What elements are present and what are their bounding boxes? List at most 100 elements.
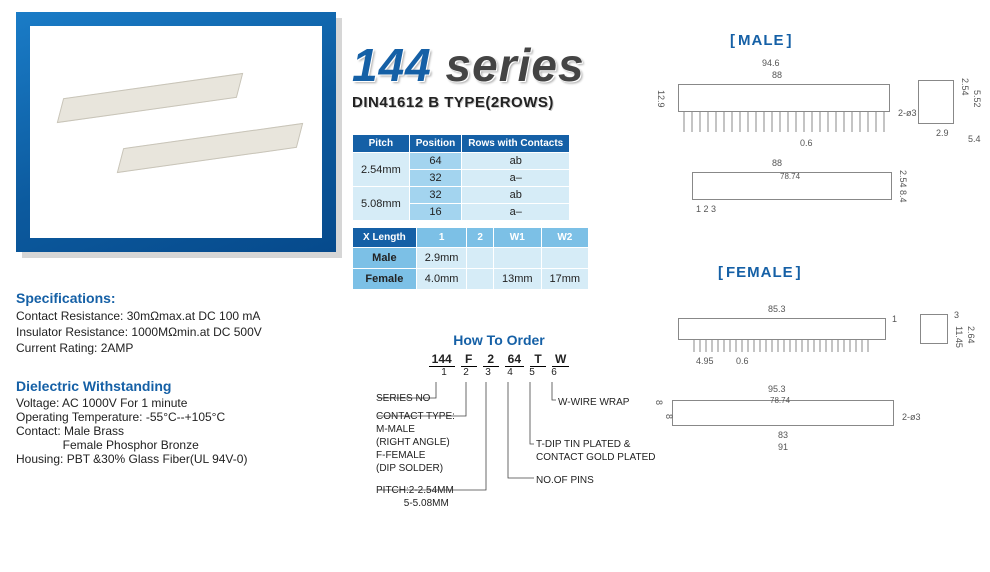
idx-3: 3 bbox=[480, 367, 496, 378]
cell-pos: 16 bbox=[409, 204, 461, 221]
diel-line: Contact: Male Brass bbox=[16, 424, 336, 438]
dim: 0.6 bbox=[736, 356, 749, 366]
dim: 4.95 bbox=[696, 356, 714, 366]
cell: 2.9mm bbox=[416, 248, 467, 269]
dim: 85.3 bbox=[768, 304, 786, 314]
th-1: 1 bbox=[416, 228, 467, 248]
dim: 95.3 bbox=[768, 384, 786, 394]
cell: 4.0mm bbox=[416, 269, 467, 290]
male-end-diagram bbox=[918, 80, 954, 124]
dim: 2.54 bbox=[898, 170, 908, 188]
dim: 91 bbox=[778, 442, 788, 452]
dim: 2-ø3 bbox=[898, 108, 917, 118]
dim: 88 bbox=[772, 158, 782, 168]
idx-6: 6 bbox=[546, 367, 562, 378]
dim: 88 bbox=[772, 70, 782, 80]
th-rows: Rows with Contacts bbox=[462, 135, 570, 153]
male-side-diagram bbox=[678, 84, 890, 112]
dim: 5.52 bbox=[972, 90, 982, 108]
dim: 0.6 bbox=[800, 138, 813, 148]
length-table: X Length 1 2 W1 W2 Male 2.9mm Female 4.0… bbox=[352, 227, 589, 290]
idx-4: 4 bbox=[502, 367, 518, 378]
row-male: Male bbox=[353, 248, 417, 269]
idx-5: 5 bbox=[524, 367, 540, 378]
cell-pos: 32 bbox=[409, 170, 461, 187]
specifications-block: Specifications: Contact Resistance: 30mΩ… bbox=[16, 290, 336, 357]
dim: 2-ø3 bbox=[902, 412, 921, 422]
cell-rc: a– bbox=[462, 204, 570, 221]
male-pins-icon bbox=[678, 108, 890, 136]
title-block: 144 series DIN41612 B TYPE(2ROWS) bbox=[352, 38, 585, 111]
how-to-order: How To Order 144 F 2 64 T W 1 2 3 4 5 6 bbox=[374, 332, 624, 378]
female-side-diagram bbox=[678, 318, 886, 340]
spec-tables: Pitch Position Rows with Contacts 2.54mm… bbox=[352, 134, 589, 290]
diel-line: Operating Temperature: -55°C--+105°C bbox=[16, 410, 336, 424]
section-female: FEMALE bbox=[718, 264, 802, 281]
th-2: 2 bbox=[467, 228, 494, 248]
lbl-pitch: PITCH:2-2.54MM 5-5.08MM bbox=[376, 484, 454, 510]
spec-line: Current Rating: 2AMP bbox=[16, 340, 336, 356]
dim: 8 bbox=[664, 414, 674, 419]
dim: 83 bbox=[778, 430, 788, 440]
product-photo bbox=[30, 26, 322, 238]
female-end-diagram bbox=[920, 314, 948, 344]
th-w2: W2 bbox=[541, 228, 589, 248]
dielectric-block: Dielectric Withstanding Voltage: AC 1000… bbox=[16, 378, 336, 466]
dielectric-heading: Dielectric Withstanding bbox=[16, 378, 336, 394]
cell bbox=[541, 248, 589, 269]
dim: 94.6 bbox=[762, 58, 780, 68]
code-3: 2 bbox=[483, 352, 499, 367]
diel-line: Female Phosphor Bronze bbox=[16, 438, 336, 452]
dim: 2.9 bbox=[936, 128, 949, 138]
dim: 11.45 bbox=[954, 326, 964, 348]
cell: 17mm bbox=[541, 269, 589, 290]
lbl-contact: CONTACT TYPE: M-MALE (RIGHT ANGLE) F-FEM… bbox=[376, 410, 455, 475]
dim: 12.9 bbox=[656, 90, 666, 108]
spec-line: Insulator Resistance: 1000MΩmin.at DC 50… bbox=[16, 324, 336, 340]
idx-1: 1 bbox=[436, 367, 452, 378]
cell-pos: 64 bbox=[409, 153, 461, 170]
lbl-series: SERIES NO bbox=[376, 392, 430, 405]
lbl-wrap: W-WIRE WRAP bbox=[558, 396, 629, 409]
diel-line: Housing: PBT &30% Glass Fiber(UL 94V-0) bbox=[16, 452, 336, 466]
dim: 78.74 bbox=[770, 396, 790, 405]
dim: 2.54 bbox=[960, 78, 970, 96]
spec-heading: Specifications: bbox=[16, 290, 336, 306]
row-female: Female bbox=[353, 269, 417, 290]
cell bbox=[493, 248, 541, 269]
code-1: 144 bbox=[429, 352, 455, 367]
dim: 1 2 3 bbox=[696, 204, 716, 214]
th-w1: W1 bbox=[493, 228, 541, 248]
cell-rc: ab bbox=[462, 153, 570, 170]
cell-pos: 32 bbox=[409, 187, 461, 204]
title-light: series bbox=[432, 39, 585, 91]
cell bbox=[467, 248, 494, 269]
dim: 5.4 bbox=[968, 134, 981, 144]
section-male: MALE bbox=[730, 32, 793, 49]
code-2: F bbox=[461, 352, 477, 367]
cell bbox=[467, 269, 494, 290]
howto-heading: How To Order bbox=[374, 332, 624, 348]
code-6: W bbox=[552, 352, 569, 367]
female-pins-icon bbox=[678, 338, 886, 356]
cell-pitch-508: 5.08mm bbox=[353, 187, 410, 221]
dim: 8.4 bbox=[898, 190, 908, 203]
dim: 2.64 bbox=[966, 326, 976, 344]
dim: 78.74 bbox=[780, 172, 800, 181]
th-xlength: X Length bbox=[353, 228, 417, 248]
th-position: Position bbox=[409, 135, 461, 153]
subtitle: DIN41612 B TYPE(2ROWS) bbox=[352, 94, 585, 111]
product-photo-frame bbox=[16, 12, 336, 252]
pitch-table: Pitch Position Rows with Contacts 2.54mm… bbox=[352, 134, 570, 221]
cell-pitch-254: 2.54mm bbox=[353, 153, 410, 187]
dim: 3 bbox=[954, 310, 959, 320]
code-4: 64 bbox=[505, 352, 524, 367]
lbl-pins: NO.OF PINS bbox=[536, 474, 594, 487]
th-pitch: Pitch bbox=[353, 135, 410, 153]
cell: 13mm bbox=[493, 269, 541, 290]
spec-line: Contact Resistance: 30mΩmax.at DC 100 mA bbox=[16, 308, 336, 324]
order-index-row: 1 2 3 4 5 6 bbox=[374, 367, 624, 378]
order-code-row: 144 F 2 64 T W bbox=[374, 352, 624, 367]
cell-rc: ab bbox=[462, 187, 570, 204]
dim: 8 bbox=[654, 400, 664, 405]
